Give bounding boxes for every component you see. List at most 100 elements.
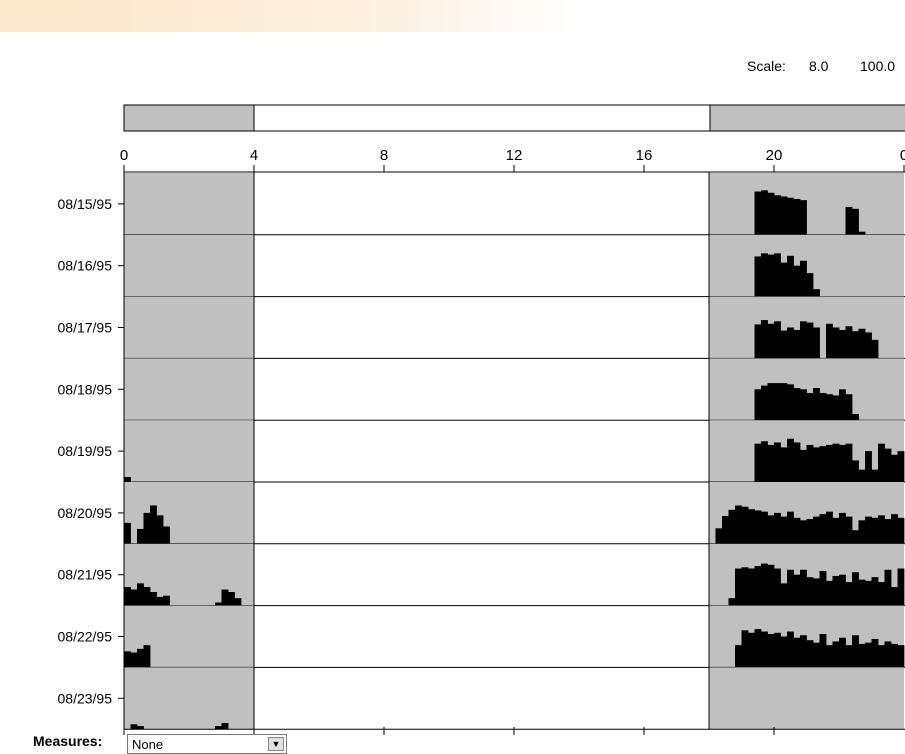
activity-bar	[794, 518, 801, 544]
row-date-label: 08/21/95	[58, 567, 113, 583]
activity-bar	[878, 444, 885, 482]
x-tick-label-3: 12	[506, 147, 523, 164]
activity-bar	[800, 635, 807, 667]
activity-bar	[820, 571, 827, 606]
activity-bar	[859, 470, 866, 482]
activity-bar	[755, 566, 762, 606]
activity-bar	[163, 596, 170, 606]
activity-bar	[846, 326, 853, 358]
activity-bar	[787, 384, 794, 420]
activity-bar	[891, 455, 898, 482]
activity-bar	[735, 505, 742, 543]
activity-bar	[813, 517, 820, 544]
activity-bar	[761, 441, 768, 482]
activity-bar	[794, 266, 801, 297]
activity-bar	[768, 383, 775, 420]
activity-bar	[735, 645, 742, 667]
row-date-label: 08/18/95	[58, 381, 113, 397]
activity-bar	[781, 517, 788, 544]
activity-bar	[157, 515, 164, 543]
activity-bar	[781, 196, 788, 234]
activity-bar	[807, 640, 814, 667]
activity-bar	[846, 645, 853, 667]
activity-bar	[768, 193, 775, 235]
activity-bar	[124, 477, 131, 482]
activity-bar	[878, 515, 885, 543]
activity-bar	[800, 200, 807, 235]
activity-bar	[761, 386, 768, 421]
row-date-label: 08/22/95	[58, 629, 113, 645]
activity-bar	[729, 598, 736, 605]
measures-dropdown-value: None	[132, 737, 163, 752]
activity-bar	[761, 253, 768, 296]
lighting-bar-dark-evening	[710, 105, 905, 131]
activity-bar	[163, 526, 170, 543]
activity-bar	[794, 575, 801, 606]
activity-bar	[761, 632, 768, 668]
activity-bar	[833, 641, 840, 667]
activity-bar	[124, 523, 131, 544]
actogram-row: 08/16/95	[58, 235, 905, 297]
activity-bar	[131, 653, 138, 668]
measures-dropdown[interactable]: None ▼	[127, 734, 287, 754]
activity-bar	[131, 724, 138, 729]
activity-bar	[878, 645, 885, 667]
activity-bar	[885, 641, 892, 667]
activity-bar	[826, 645, 833, 667]
activity-bar	[833, 395, 840, 420]
activity-bar	[813, 328, 820, 359]
dark-period-shading	[124, 297, 254, 359]
activity-bar	[761, 512, 768, 544]
actogram-row: 08/18/95	[58, 358, 905, 420]
activity-bar	[852, 414, 859, 420]
activity-bar	[820, 446, 827, 482]
dark-period-shading	[124, 667, 254, 729]
activity-bar	[774, 383, 781, 420]
activity-bar	[781, 583, 788, 605]
x-tick-label-6: 0	[900, 147, 905, 164]
activity-bar	[859, 329, 866, 359]
activity-bar	[820, 514, 827, 544]
activity-bar	[716, 528, 723, 543]
activity-bar	[813, 388, 820, 420]
activity-bar	[774, 321, 781, 358]
activity-bar	[826, 581, 833, 606]
activity-bar	[748, 569, 755, 606]
activity-bar	[885, 449, 892, 482]
activity-bar	[748, 509, 755, 544]
activity-bar	[800, 570, 807, 606]
actogram-row: 08/23/95	[58, 667, 905, 729]
activity-bar	[787, 632, 794, 668]
activity-bar	[215, 726, 222, 729]
activity-bar	[768, 324, 775, 359]
activity-bar	[872, 470, 879, 482]
row-date-label: 08/23/95	[58, 690, 113, 706]
activity-bar	[859, 644, 866, 667]
activity-bar	[813, 578, 820, 605]
activity-bar	[768, 515, 775, 543]
activity-bar	[222, 723, 229, 729]
dark-period-shading	[124, 358, 254, 420]
activity-bar	[885, 519, 892, 544]
activity-bar	[833, 328, 840, 359]
x-tick-label-0: 0	[120, 147, 128, 164]
activity-bar	[826, 512, 833, 544]
activity-bar	[813, 447, 820, 482]
activity-bar	[852, 209, 859, 235]
activity-bar	[826, 394, 833, 420]
activity-bar	[852, 331, 859, 358]
activity-bar	[839, 513, 846, 544]
actogram-row: 08/19/95	[58, 420, 905, 482]
activity-bar	[774, 633, 781, 668]
activity-bar	[898, 451, 905, 482]
activity-bar	[846, 582, 853, 605]
activity-bar	[144, 587, 151, 606]
lighting-bar-light	[254, 105, 710, 131]
activity-bar	[826, 324, 833, 359]
activity-bar	[807, 393, 814, 420]
actogram-row: 08/21/95	[58, 544, 905, 606]
activity-bar	[794, 330, 801, 358]
activity-bar	[820, 393, 827, 420]
activity-bar	[865, 517, 872, 544]
